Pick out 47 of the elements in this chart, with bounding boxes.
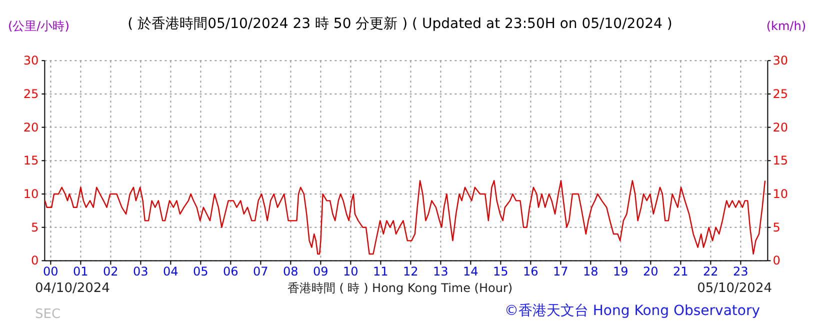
y-axis-title: (公里/小時)	[8, 19, 70, 33]
x-axis-title: 香港時間 ( 時 ) Hong Kong Time (Hour)	[287, 281, 513, 295]
x-tick-label: 13	[433, 264, 448, 279]
y2-tick-label: 10	[772, 187, 788, 201]
x-tick-label: 20	[643, 264, 658, 279]
y2-tick-label: 20	[772, 120, 788, 134]
text: SEC	[35, 307, 61, 322]
x-tick-label: 21	[673, 264, 688, 279]
text: 04/10/2024	[35, 281, 110, 296]
x-tick-label: 14	[463, 264, 478, 279]
x-tick-label: 03	[133, 264, 148, 279]
x-tick-label: 02	[103, 264, 118, 279]
line-series	[44, 180, 766, 255]
x-tick-label: 18	[583, 264, 598, 279]
x-tick-label: 04	[163, 264, 178, 279]
x-tick-label: 22	[703, 264, 718, 279]
x-tick-label: 10	[343, 264, 358, 279]
y2-tick-label: 30	[772, 54, 788, 68]
chart-title: ( 於香港時間05/10/2024 23 時 50 分更新 ) ( Updated at 23:50H on 05/10/2024 )	[128, 16, 672, 32]
y-tick-label: 20	[23, 120, 39, 134]
x-tick-label: 16	[523, 264, 538, 279]
x-tick-label: 05	[193, 264, 208, 279]
text: ©香港天文台 Hong Kong Observatory	[504, 303, 760, 319]
y2-tick-label: 15	[772, 154, 788, 168]
x-tick-label: 06	[223, 264, 238, 279]
y-tick-label: 15	[23, 154, 39, 168]
x-tick-label: 11	[373, 264, 388, 279]
y-tick-label: 5	[31, 220, 39, 234]
y2-axis-title: (km/h)	[766, 19, 806, 33]
x-tick-label: 12	[403, 264, 418, 279]
y-tick-label: 25	[23, 86, 39, 101]
x-tick-label: 19	[613, 264, 628, 279]
x-tick-label: 23	[733, 264, 748, 279]
y-tick-label: 10	[23, 187, 39, 201]
y2-tick-label: 0	[772, 254, 780, 268]
x-tick-label: 09	[313, 264, 328, 279]
x-tick-label: 00	[43, 264, 58, 279]
y-tick-label: 30	[23, 54, 39, 68]
x-tick-label: 08	[283, 264, 298, 279]
y2-tick-label: 5	[772, 220, 780, 234]
x-tick-label: 17	[553, 264, 568, 279]
x-tick-label: 15	[493, 264, 508, 279]
text: 05/10/2024	[697, 281, 772, 296]
y-tick-label: 0	[31, 254, 39, 268]
x-tick-label: 01	[73, 264, 88, 279]
y2-tick-label: 25	[772, 86, 788, 101]
x-tick-label: 07	[253, 264, 268, 279]
